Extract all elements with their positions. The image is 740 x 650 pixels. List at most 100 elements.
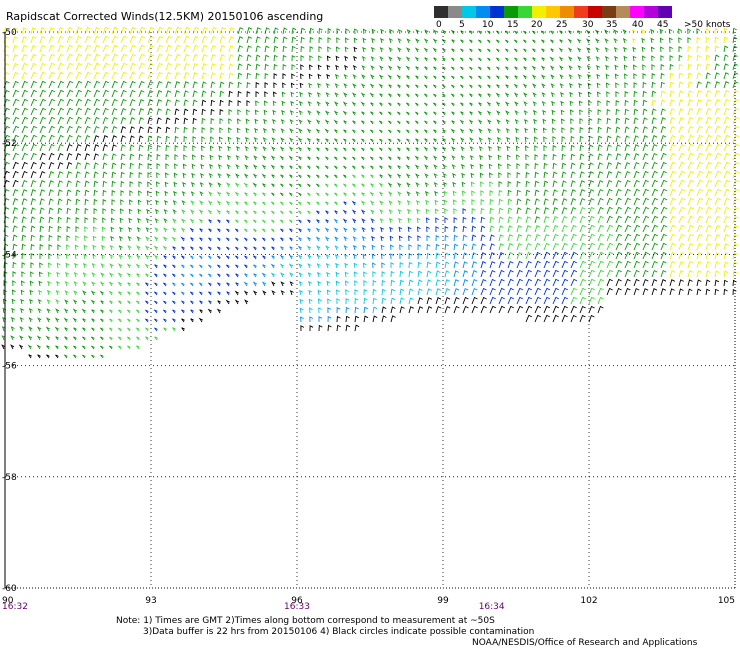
wind-barb [678,90,684,98]
wind-barb [480,305,487,314]
wind-barb [614,55,619,62]
wind-barb [298,183,302,188]
wind-barb [244,155,249,161]
wind-barb [425,208,430,215]
wind-barb [514,101,519,107]
wind-barb [307,210,311,215]
wind-barb [633,242,641,251]
wind-barb [12,152,19,161]
wind-barb [190,200,195,206]
wind-barb [334,101,339,107]
wind-barb [461,190,466,197]
wind-barb [371,244,376,251]
wind-barb [687,54,692,62]
wind-barb [660,81,665,89]
wind-barb [93,208,98,215]
wind-barb [252,182,257,188]
wind-barb [271,183,275,188]
wind-barb [28,326,33,332]
wind-barb [732,161,740,170]
wind-barb [678,251,685,260]
wind-barb [606,135,612,143]
wind-barb [552,162,557,170]
wind-barb [723,54,729,62]
wind-barb [172,209,177,215]
wind-barb [660,46,664,53]
wind-barb [415,75,419,80]
wind-barb [237,100,242,107]
wind-barb [199,273,203,278]
wind-barb [453,305,460,314]
wind-barb [154,208,159,215]
legend-swatch [602,6,616,18]
wind-barb [66,71,74,80]
wind-barb [39,71,46,80]
legend-label: 35 [606,20,618,30]
wind-barb [183,53,190,62]
wind-barb [714,288,719,296]
wind-barb [552,136,557,143]
wind-barb [433,111,437,116]
wind-barb [21,234,27,242]
wind-barb [406,102,410,107]
wind-barb [243,173,249,179]
wind-barb [308,73,313,80]
wind-barb [534,216,541,224]
wind-barb [57,44,64,53]
wind-barb [372,279,377,287]
wind-barb [307,192,311,197]
wind-barb [552,305,560,314]
wind-barb [27,344,33,350]
wind-barb [102,71,110,80]
wind-barb [387,74,393,80]
wind-barb [723,188,730,197]
wind-barb [246,27,253,35]
wind-barb [595,38,600,44]
wind-barb [190,300,194,305]
wind-barb [496,128,501,134]
wind-barb [317,82,322,89]
wind-barb [39,62,46,71]
wind-barb [145,309,149,314]
wind-barb [498,207,504,215]
wind-barb [298,228,302,233]
wind-barb [343,236,348,242]
wind-barb [156,172,160,179]
wind-barb [183,81,190,89]
wind-barb [138,190,142,197]
wind-barb [192,99,198,107]
wind-barb [361,227,366,233]
wind-barb [570,242,577,251]
wind-barb [57,53,64,62]
wind-barb [101,226,106,233]
wind-barb [66,171,72,179]
wind-barb [453,252,459,260]
wind-barb [83,235,88,242]
wind-barb [478,57,482,62]
wind-barb [732,80,739,89]
wind-barb [624,153,631,161]
wind-barb [147,117,153,125]
wind-barb [217,164,222,170]
wind-barb [208,228,212,233]
wind-barb [345,28,350,35]
wind-barb [291,45,296,53]
wind-barb [325,101,330,107]
wind-barb [498,234,504,242]
wind-barb [210,72,216,80]
wind-barb [28,354,32,359]
wind-barb [163,208,168,215]
wind-barb [226,182,231,188]
wind-barb [424,138,428,143]
wind-barb [543,180,549,188]
wind-barb [579,162,585,170]
wind-barb [371,253,376,260]
wind-barb [444,288,451,296]
wind-barb [93,44,101,53]
wind-barb [561,242,568,251]
wind-barb [102,208,107,215]
legend-swatch [434,6,448,18]
wind-barb [552,198,558,206]
wind-barb [570,224,577,233]
wind-barb [12,45,19,53]
